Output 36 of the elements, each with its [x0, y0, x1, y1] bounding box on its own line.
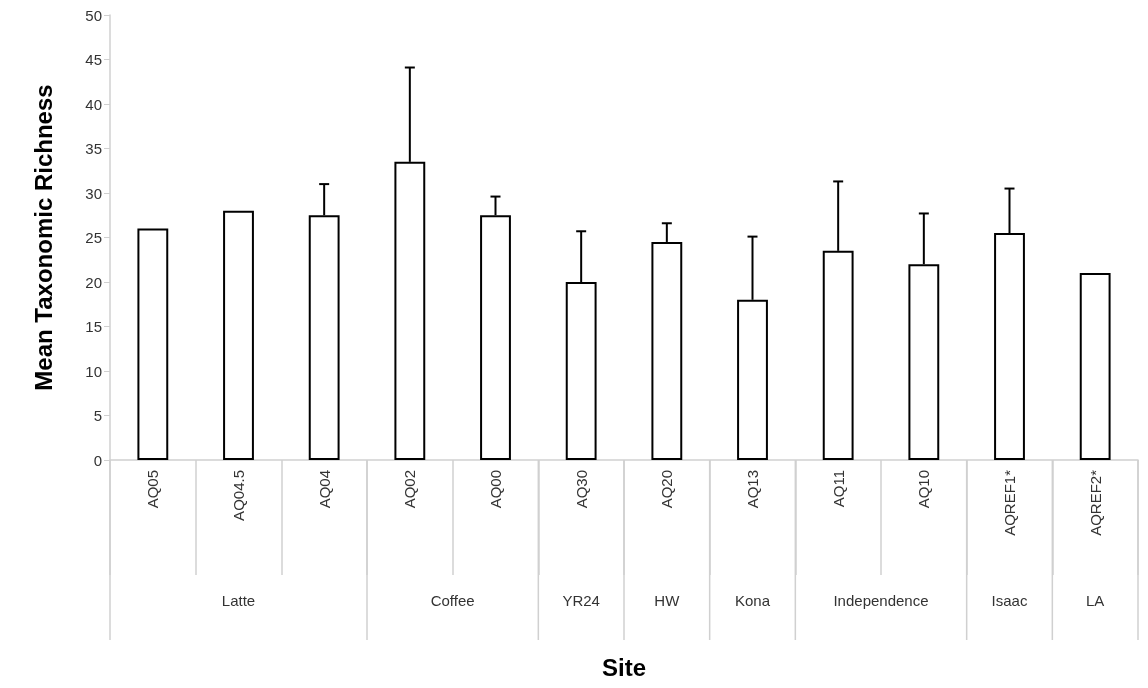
- text: Coffee: [430, 591, 475, 609]
- x-tick-label: AQ20: [658, 470, 676, 509]
- x-tick-label: AQ02: [401, 470, 419, 509]
- text: Independence: [833, 591, 929, 609]
- bar: [223, 210, 254, 460]
- y-tick-label: 20: [85, 273, 102, 291]
- x-tick-label: AQ30: [572, 470, 590, 509]
- text: Latte: [221, 591, 256, 609]
- x-axis-title: Site: [601, 653, 647, 681]
- x-tick-label: AQREF2*: [1086, 469, 1104, 536]
- bar: [137, 228, 169, 460]
- y-tick-label: 10: [85, 362, 102, 380]
- y-tick-label: 15: [85, 318, 102, 335]
- text: YR24: [562, 591, 600, 609]
- text: Kona: [734, 591, 771, 609]
- y-tick-label: 25: [85, 229, 102, 246]
- y-tick-label: 0: [93, 451, 102, 469]
- x-tick-label: AQ13: [744, 470, 761, 509]
- y-tick-label: 45: [85, 51, 102, 68]
- y-tick-label: 35: [85, 140, 102, 157]
- x-tick-label: AQ11: [829, 470, 847, 508]
- x-tick-label: AQ05: [144, 470, 162, 509]
- x-tick-label: AQ04.5: [230, 470, 247, 521]
- text: HW: [654, 591, 681, 609]
- y-tick-label: 30: [85, 184, 102, 202]
- bar: [1079, 273, 1111, 460]
- x-tick-label: AQ00: [487, 470, 504, 509]
- y-tick-label: 50: [85, 6, 102, 24]
- x-tick-label: AQ04: [315, 470, 333, 509]
- y-tick-label: 5: [93, 407, 102, 424]
- x-tick-label: AQ10: [915, 470, 933, 509]
- y-tick-label: 40: [85, 95, 102, 113]
- x-tick-label: AQREF1*: [1001, 469, 1018, 536]
- text: Isaac: [991, 591, 1028, 609]
- y-axis-title: Mean Taxonomic Richness: [29, 84, 57, 391]
- text: LA: [1085, 591, 1105, 609]
